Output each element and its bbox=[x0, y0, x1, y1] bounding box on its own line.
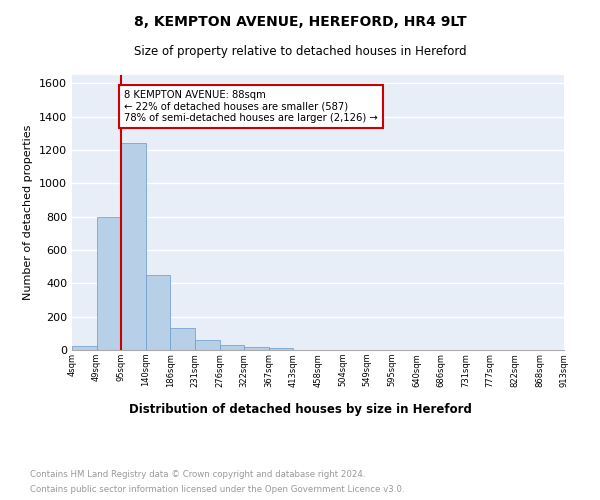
Text: Contains public sector information licensed under the Open Government Licence v3: Contains public sector information licen… bbox=[30, 485, 404, 494]
Bar bbox=[244, 347, 269, 350]
Bar bbox=[72, 346, 97, 350]
Text: 8, KEMPTON AVENUE, HEREFORD, HR4 9LT: 8, KEMPTON AVENUE, HEREFORD, HR4 9LT bbox=[134, 15, 466, 29]
Text: 8 KEMPTON AVENUE: 88sqm
← 22% of detached houses are smaller (587)
78% of semi-d: 8 KEMPTON AVENUE: 88sqm ← 22% of detache… bbox=[124, 90, 378, 123]
Bar bbox=[220, 346, 244, 350]
Bar bbox=[97, 216, 121, 350]
Bar bbox=[121, 144, 146, 350]
Bar bbox=[269, 348, 293, 350]
Bar bbox=[170, 328, 195, 350]
Bar bbox=[146, 275, 170, 350]
Text: Size of property relative to detached houses in Hereford: Size of property relative to detached ho… bbox=[134, 45, 466, 58]
Text: Distribution of detached houses by size in Hereford: Distribution of detached houses by size … bbox=[128, 402, 472, 415]
Bar bbox=[195, 340, 220, 350]
Y-axis label: Number of detached properties: Number of detached properties bbox=[23, 125, 34, 300]
Text: Contains HM Land Registry data © Crown copyright and database right 2024.: Contains HM Land Registry data © Crown c… bbox=[30, 470, 365, 479]
